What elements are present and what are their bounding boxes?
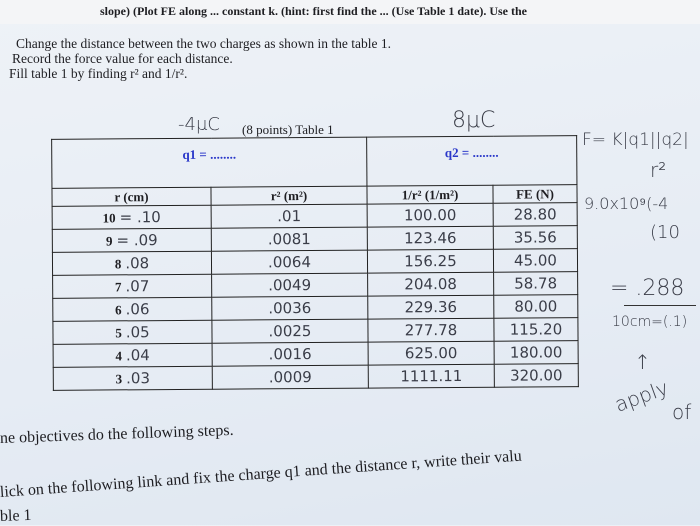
table-row: 3.03 .0009 1111.11 320.00 <box>53 363 579 391</box>
formula-denominator: r² <box>650 158 667 182</box>
inv-r2-cell[interactable]: 204.08 <box>367 272 494 297</box>
q1-handwritten: -4μC <box>178 114 220 135</box>
r2-cell[interactable]: .0064 <box>211 250 368 275</box>
r-value: 10 <box>102 210 116 226</box>
header-text: slope) (Plot FE along ... constant k. (h… <box>100 4 528 18</box>
fraction-line <box>624 305 696 306</box>
substitution-note: 9.0x10⁹(-4 <box>584 194 669 213</box>
instruction-2: Record the force value for each distance… <box>12 51 233 66</box>
apply-tail-note: of <box>672 400 692 424</box>
cut-off-header-line: slope) (Plot FE along ... constant k. (h… <box>0 0 700 24</box>
r-meters: .08 <box>125 254 150 273</box>
col-force: FE (N) <box>492 184 578 204</box>
r-cell[interactable]: 10 = .10 <box>52 205 212 230</box>
r-meters: .03 <box>126 369 151 388</box>
force-cell[interactable]: 45.00 <box>493 248 578 273</box>
inv-r2-cell[interactable]: 229.36 <box>367 295 494 320</box>
inv-r2-cell[interactable]: 123.46 <box>367 226 494 251</box>
r-value: 9 <box>105 233 113 249</box>
r2-cell[interactable]: .0036 <box>211 296 368 321</box>
q1-cell[interactable]: q1 = ........ <box>51 137 367 189</box>
table-1: q1 = ........ q2 = ........ r (cm) r² (m… <box>51 135 579 391</box>
r-cell[interactable]: 3.03 <box>53 366 213 391</box>
substitution-denominator: (10 <box>650 222 680 243</box>
inv-r2-cell[interactable]: 625.00 <box>368 341 495 366</box>
r-meters: .04 <box>125 346 150 365</box>
r-meters: .05 <box>125 323 150 342</box>
r2-cell[interactable]: .0049 <box>211 273 368 298</box>
r2-cell[interactable]: .0009 <box>212 365 369 390</box>
col-inv-r2: 1/r² (1/m²) <box>366 185 494 205</box>
table-title: (8 points) Table 1 <box>242 122 334 137</box>
force-cell[interactable]: 58.78 <box>493 271 578 296</box>
click-link-line: lick on the following link and fix the c… <box>0 447 523 501</box>
r-meters: .07 <box>125 277 150 296</box>
r2-cell[interactable]: .0016 <box>212 342 369 367</box>
instruction-1: Change the distance between the two char… <box>16 36 392 51</box>
r-value: 6 <box>115 302 122 318</box>
q2-cell[interactable]: q2 = ........ <box>366 135 577 187</box>
r-value: 8 <box>114 256 122 272</box>
instruction-3: Fill table 1 by finding r² and 1/r². <box>9 66 188 81</box>
apply-note: apply <box>611 375 672 417</box>
col-r: r (cm) <box>51 187 212 207</box>
r-value: 3 <box>115 371 123 387</box>
force-cell[interactable]: 115.20 <box>493 317 579 342</box>
arrow-note: ↑ <box>634 350 651 374</box>
r-cell[interactable]: 8.08 <box>52 251 212 276</box>
force-cell[interactable]: 80.00 <box>493 294 578 319</box>
inv-r2-cell[interactable]: 156.25 <box>367 249 494 274</box>
r2-cell[interactable]: .0081 <box>211 227 368 252</box>
conversion-note: 10cm=(.1) <box>612 314 688 330</box>
r-meters: = .10 <box>119 208 161 227</box>
r-meters: = .09 <box>116 231 158 250</box>
force-cell[interactable]: 35.56 <box>493 225 578 250</box>
objectives-line: ne objectives do the following steps. <box>0 421 234 447</box>
force-cell[interactable]: 180.00 <box>494 340 579 365</box>
r2-cell[interactable]: .0025 <box>211 319 369 344</box>
r-cell[interactable]: 9 = .09 <box>52 228 212 253</box>
r-cell[interactable]: 6.06 <box>52 297 212 322</box>
force-cell[interactable]: 320.00 <box>494 363 579 388</box>
r-cell[interactable]: 7.07 <box>52 274 212 299</box>
formula-note: F= K|q1||q2| <box>582 130 689 150</box>
table-ref-line: ble 1 <box>0 506 32 525</box>
r-value: 7 <box>114 279 122 295</box>
inv-r2-cell[interactable]: 100.00 <box>367 203 494 228</box>
col-r2: r² (m²) <box>210 186 368 206</box>
r-cell[interactable]: 4.04 <box>53 343 213 368</box>
r-value: 4 <box>115 348 123 364</box>
r-cell[interactable]: 5.05 <box>52 320 213 345</box>
r-meters: .06 <box>125 300 150 319</box>
force-cell[interactable]: 28.80 <box>493 202 578 227</box>
result-note: = .288 <box>610 276 685 301</box>
q2-handwritten: 8μC <box>452 108 496 133</box>
r-value: 5 <box>115 325 122 341</box>
r2-cell[interactable]: .01 <box>211 204 368 229</box>
inv-r2-cell[interactable]: 1111.11 <box>368 364 495 389</box>
inv-r2-cell[interactable]: 277.78 <box>367 318 495 343</box>
